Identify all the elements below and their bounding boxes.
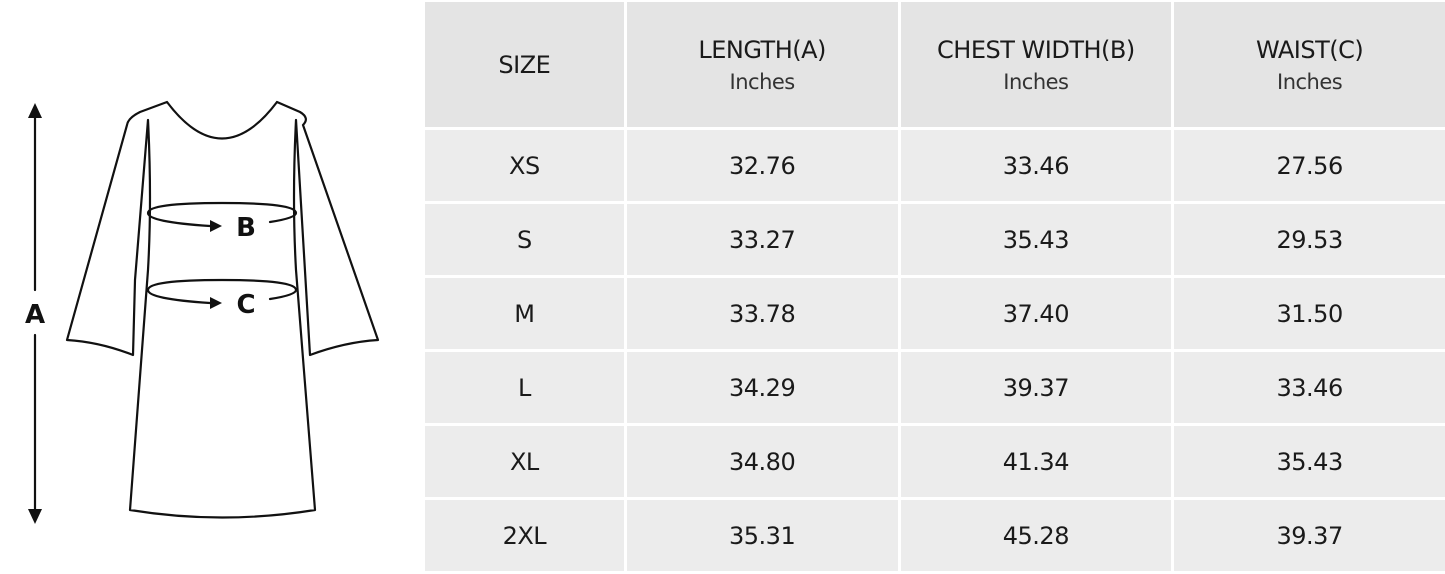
header-unit: Inches	[1003, 69, 1069, 94]
length-cell: 33.27	[626, 204, 898, 275]
header-chest-width: CHEST WIDTH(B) Inches	[900, 2, 1172, 127]
header-title: LENGTH(A)	[698, 35, 826, 64]
chest-arrow-icon	[210, 220, 222, 232]
header-unit: Inches	[1277, 69, 1343, 94]
length-label: A	[25, 300, 45, 330]
chest-width-cell: 45.28	[900, 500, 1172, 571]
length-cell: 32.76	[626, 130, 898, 201]
table-header-row: SIZE LENGTH(A) Inches CHEST WIDTH(B) Inche…	[425, 2, 1445, 127]
chest-width-cell: 37.40	[900, 278, 1172, 349]
dress-measurement-diagram: A B C	[25, 100, 380, 524]
waist-measure-loop	[146, 278, 298, 305]
header-title: WAIST(C)	[1255, 35, 1364, 64]
header-waist: WAIST(C) Inches	[1174, 2, 1445, 127]
length-cell: 33.78	[626, 278, 898, 349]
size-cell: XS	[425, 130, 624, 201]
chest-width-cell: 39.37	[900, 352, 1172, 423]
length-arrow-down-icon	[28, 509, 42, 524]
size-cell: L	[425, 352, 624, 423]
waist-label: C	[236, 290, 255, 320]
length-cell: 35.31	[626, 500, 898, 571]
header-title: CHEST WIDTH(B)	[937, 35, 1135, 64]
size-chart-table: SIZE LENGTH(A) Inches CHEST WIDTH(B) Inche…	[422, 0, 1445, 574]
chest-width-cell: 41.34	[900, 426, 1172, 497]
waist-cell: 39.37	[1174, 500, 1445, 571]
table-row: 2XL 35.31 45.28 39.37	[425, 500, 1445, 571]
header-size: SIZE	[425, 2, 624, 127]
header-unit: Inches	[729, 69, 796, 94]
size-cell: 2XL	[425, 500, 624, 571]
table-row: XL 34.80 41.34 35.43	[425, 426, 1445, 497]
waist-cell: 31.50	[1174, 278, 1445, 349]
chest-label: B	[236, 213, 256, 243]
dress-outline	[65, 100, 380, 519]
waist-arrow-icon	[210, 297, 222, 309]
size-cell: XL	[425, 426, 624, 497]
table-row: L 34.29 39.37 33.46	[425, 352, 1445, 423]
length-cell: 34.29	[626, 352, 898, 423]
chest-width-cell: 35.43	[900, 204, 1172, 275]
length-cell: 34.80	[626, 426, 898, 497]
length-arrow-up-icon	[28, 103, 42, 118]
size-cell: S	[425, 204, 624, 275]
chest-width-cell: 33.46	[900, 130, 1172, 201]
table-row: XS 32.76 33.46 27.56	[425, 130, 1445, 201]
waist-cell: 29.53	[1174, 204, 1445, 275]
table-row: S 33.27 35.43 29.53	[425, 204, 1445, 275]
chest-measure-loop	[146, 201, 298, 228]
waist-cell: 35.43	[1174, 426, 1445, 497]
header-length: LENGTH(A) Inches	[626, 2, 898, 127]
table-row: M 33.78 37.40 31.50	[425, 278, 1445, 349]
header-title: SIZE	[498, 50, 551, 79]
waist-cell: 27.56	[1174, 130, 1445, 201]
size-cell: M	[425, 278, 624, 349]
waist-cell: 33.46	[1174, 352, 1445, 423]
